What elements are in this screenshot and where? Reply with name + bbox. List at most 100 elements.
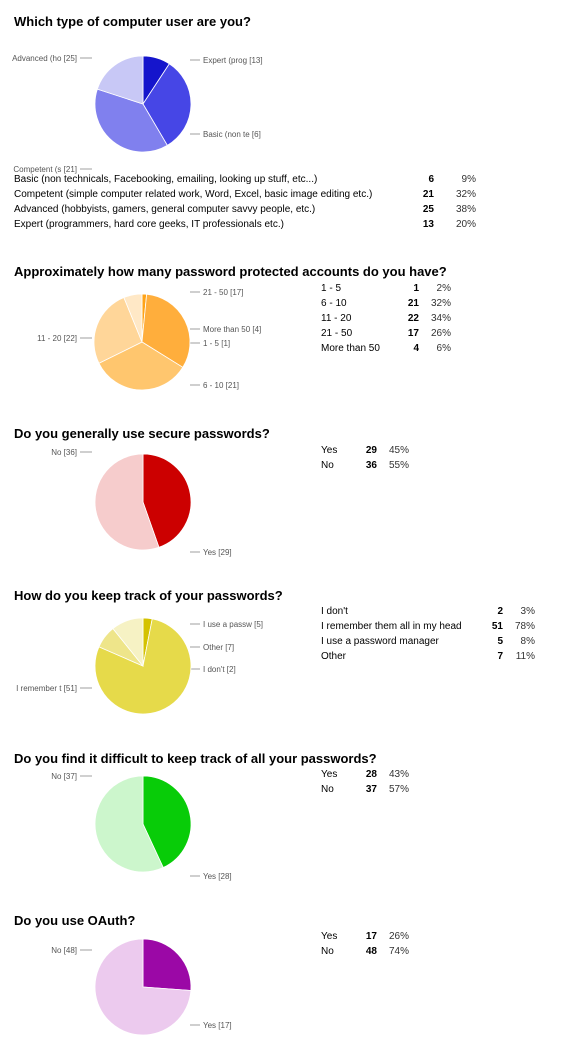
summary-label: Yes — [321, 445, 338, 456]
summary-count: 25 — [422, 204, 434, 215]
summary-count: 29 — [365, 445, 377, 456]
pie-slice-2-3 — [98, 341, 184, 391]
summary-count: 17 — [365, 931, 377, 942]
summary-count: 48 — [365, 946, 377, 957]
summary-row: Yes 29 45% — [321, 444, 409, 459]
pie-slice-6-1 — [142, 938, 192, 991]
summary-row: 1 - 5 1 2% — [321, 282, 451, 297]
summary-label: 21 - 50 — [321, 328, 353, 339]
summary-row: No 36 55% — [321, 459, 409, 474]
pie-label-5-1: Yes [28] — [203, 872, 232, 881]
summary-row: Yes 28 43% — [321, 768, 409, 783]
summary-row: Basic (non technicals, Facebooking, emai… — [14, 173, 476, 188]
pie-slice-1-3 — [94, 88, 168, 153]
summary-label: I use a password manager — [321, 636, 439, 647]
pie-label-1-4: Expert (prog [13] — [203, 56, 263, 65]
summary-percent: 74% — [388, 946, 409, 957]
chart-5-pie: Yes [28] No [37] — [51, 772, 232, 881]
summary-count: 7 — [497, 651, 503, 662]
summary-percent: 45% — [388, 445, 409, 456]
pie-label-2-4: 21 - 50 [17] — [203, 288, 243, 297]
summary-label: 6 - 10 — [321, 298, 347, 309]
summary-percent: 32% — [455, 189, 476, 200]
summary-row: Other 7 11% — [321, 650, 535, 665]
summary-row: Expert (programmers, hard core geeks, IT… — [14, 218, 476, 233]
pie-slice-2-5 — [123, 293, 143, 343]
chart-4-pie: I don't [2] I remember t [51] I use a pass… — [16, 617, 263, 715]
pie-label-3-2: No [36] — [51, 448, 77, 457]
summary-label: Yes — [321, 931, 338, 942]
summary-row: 21 - 50 17 26% — [321, 327, 451, 342]
chart-4-summary-table: I don't 2 3% I remember them all in my head… — [321, 605, 535, 665]
summary-count: 4 — [413, 343, 419, 354]
chart-2-summary-table: 1 - 5 1 2% 6 - 10 21 32% 11 - 20 22 34% 21 - 50 17… — [321, 282, 451, 357]
pie-slice-5-2 — [94, 775, 164, 873]
summary-label: No — [321, 784, 334, 795]
pie-slice-5-1 — [142, 775, 192, 869]
pie-slice-6-2 — [94, 938, 192, 1036]
summary-percent: 3% — [520, 606, 535, 617]
pie-label-6-1: Yes [17] — [203, 1021, 232, 1030]
chart-5-summary-table: Yes 28 43% No 37 57% — [321, 768, 409, 798]
summary-count: 28 — [365, 769, 377, 780]
pie-label-2-2: 6 - 10 [21] — [203, 381, 239, 390]
pie-label-4-1: I don't [2] — [203, 665, 236, 674]
summary-percent: 55% — [388, 460, 409, 471]
summary-percent: 38% — [455, 204, 476, 215]
summary-row: Yes 17 26% — [321, 930, 409, 945]
summary-count: 37 — [365, 784, 377, 795]
chart-3-summary-table: Yes 29 45% No 36 55% — [321, 444, 409, 474]
summary-label: Other — [321, 651, 347, 662]
summary-row: 6 - 10 21 32% — [321, 297, 451, 312]
summary-row: I don't 2 3% — [321, 605, 535, 620]
summary-count: 1 — [413, 283, 419, 294]
pie-label-4-2: I remember t [51] — [16, 684, 77, 693]
summary-count: 21 — [422, 189, 434, 200]
summary-percent: 43% — [388, 769, 409, 780]
chart-5-title: Do you find it difficult to keep track o… — [14, 751, 377, 766]
summary-row: Competent (simple computer related work,… — [14, 188, 476, 203]
summary-percent: 20% — [455, 219, 476, 230]
pie-label-3-1: Yes [29] — [203, 548, 232, 557]
summary-row: I use a password manager 5 8% — [321, 635, 535, 650]
chart-1-summary-table: Basic (non technicals, Facebooking, emai… — [14, 173, 476, 233]
summary-row: More than 50 4 6% — [321, 342, 451, 357]
summary-row: No 48 74% — [321, 945, 409, 960]
pie-label-4-3: I use a passw [5] — [203, 620, 263, 629]
summary-count: 36 — [365, 460, 377, 471]
chart-6-title: Do you use OAuth? — [14, 913, 136, 928]
pie-label-2-3: 11 - 20 [22] — [37, 334, 77, 343]
summary-row: I remember them all in my head 51 78% — [321, 620, 535, 635]
summary-row: No 37 57% — [321, 783, 409, 798]
pie-label-2-1: 1 - 5 [1] — [203, 339, 230, 348]
pie-slice-1-4 — [96, 55, 144, 105]
chart-3-title: Do you generally use secure passwords? — [14, 426, 270, 441]
summary-label: Competent (simple computer related work,… — [14, 189, 373, 200]
chart-4-title: How do you keep track of your passwords? — [14, 588, 283, 603]
chart-6-pie: Yes [17] No [48] — [51, 938, 232, 1036]
summary-label: Expert (programmers, hard core geeks, IT… — [14, 219, 284, 230]
chart-3-pie: Yes [29] No [36] — [51, 448, 232, 557]
summary-percent: 26% — [430, 328, 451, 339]
summary-percent: 2% — [436, 283, 451, 294]
summary-count: 6 — [428, 174, 434, 185]
pie-label-1-1: Basic (non te [6] — [203, 130, 261, 139]
summary-label: Basic (non technicals, Facebooking, emai… — [14, 174, 318, 185]
summary-percent: 11% — [515, 651, 535, 662]
summary-percent: 32% — [430, 298, 451, 309]
summary-row: 11 - 20 22 34% — [321, 312, 451, 327]
summary-count: 13 — [422, 219, 434, 230]
summary-count: 2 — [497, 606, 503, 617]
pie-label-5-2: No [37] — [51, 772, 77, 781]
chart-2-title: Approximately how many password protecte… — [14, 264, 447, 279]
pie-label-4-4: Other [7] — [203, 643, 234, 652]
summary-percent: 26% — [388, 931, 409, 942]
summary-row: Advanced (hobbyists, gamers, general com… — [14, 203, 476, 218]
summary-count: 5 — [497, 636, 503, 647]
summary-label: Yes — [321, 769, 338, 780]
summary-percent: 34% — [430, 313, 451, 324]
summary-count: 17 — [407, 328, 419, 339]
pie-label-1-2: Competent (s [21] — [13, 165, 77, 174]
pie-slice-3-2 — [94, 453, 160, 551]
summary-percent: 78% — [514, 621, 535, 632]
